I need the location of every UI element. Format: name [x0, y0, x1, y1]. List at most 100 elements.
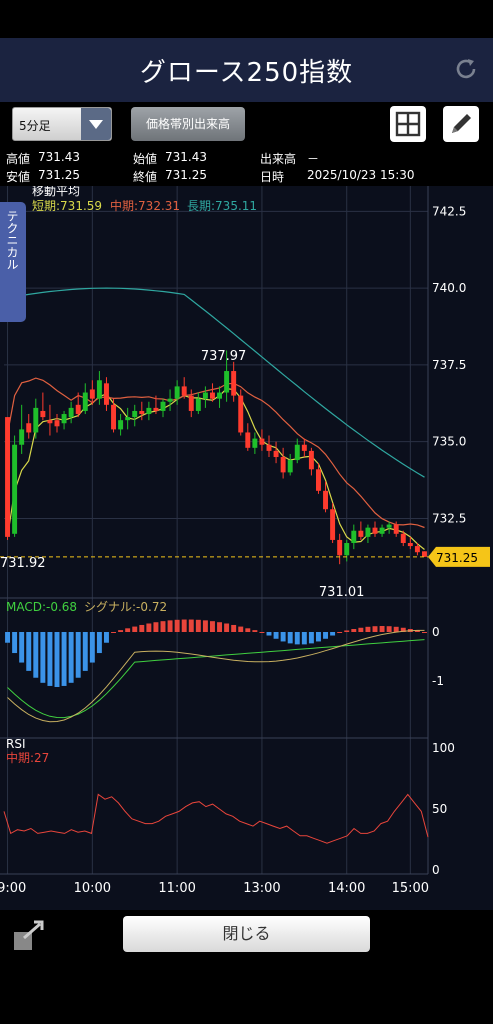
macd-histogram-bar [294, 632, 300, 645]
candle-body [224, 371, 230, 393]
bottom-bar: 閉じる [0, 910, 493, 1024]
candle-body [125, 417, 131, 421]
rsi-title: RSI [6, 737, 26, 751]
macd-line [7, 639, 425, 719]
candle-body [54, 420, 60, 427]
candle-body [379, 527, 385, 534]
x-tick-label: 13:00 [243, 881, 280, 896]
candle-body [68, 407, 74, 418]
macd-histogram-bar [252, 630, 258, 632]
candle-body [209, 392, 215, 399]
macd-histogram-bar [393, 626, 399, 632]
app-header: グロース250指数 [0, 38, 493, 102]
macd-histogram-bar [19, 632, 25, 663]
close-button[interactable]: 閉じる [123, 916, 370, 952]
macd-histogram-bar [372, 626, 378, 632]
candle-body [160, 401, 166, 411]
candle-body [344, 543, 350, 556]
status-bar [0, 0, 493, 38]
macd-histogram-bar [40, 632, 46, 683]
volume-label: 出来高 [260, 152, 297, 166]
macd-histogram-bar [61, 632, 67, 686]
candle-body [308, 450, 314, 470]
macd-histogram-bar [266, 632, 272, 636]
ma-legend-mid: 中期:732.31 [110, 198, 180, 213]
macd-histogram-bar [259, 632, 265, 633]
macd-histogram-bar [125, 628, 131, 632]
draw-button[interactable] [443, 106, 479, 142]
candle-body [33, 407, 39, 433]
macd-histogram-bar [224, 623, 230, 632]
macd-histogram-bar [54, 632, 60, 687]
close-value: 731.25 [165, 168, 207, 182]
macd-histogram-bar [351, 629, 357, 632]
grid-button[interactable] [390, 106, 426, 142]
mid-ma-line [6, 377, 425, 529]
macd-histogram-bar [337, 632, 343, 633]
macd-histogram-bar [146, 623, 152, 632]
candle-body [315, 469, 321, 491]
technical-tab-label: テクニカル [5, 210, 19, 270]
y-tick-label: 735.0 [432, 435, 466, 449]
volume-by-price-button[interactable]: 価格帯別出来高 [131, 107, 245, 141]
macd-histogram-bar [132, 626, 138, 632]
macd-histogram-bar [174, 619, 180, 632]
candle-body [153, 407, 159, 411]
macd-histogram-bar [181, 619, 187, 632]
candle-body [19, 429, 25, 445]
candle-body [5, 417, 11, 537]
candle-body [365, 527, 371, 537]
candle-body [132, 410, 138, 418]
candle-body [217, 392, 223, 399]
rsi-period: 中期:27 [6, 750, 49, 765]
y-tick-label: 737.5 [432, 358, 466, 372]
technical-tab[interactable]: テクニカル [0, 202, 26, 322]
macd-histogram-bar [96, 632, 102, 654]
ohlc-info: 高値 731.43 始値 731.43 出来高 － 安値 731.25 終値 7… [0, 148, 493, 186]
y-tick-label: 740.0 [432, 281, 466, 295]
rsi-tick-label: 50 [432, 802, 447, 816]
back-icon[interactable] [10, 918, 48, 954]
candle-body [294, 444, 300, 461]
y-tick-label: 742.5 [432, 204, 466, 218]
date-label: 日時 [260, 170, 285, 184]
candle-body [118, 420, 124, 430]
date-value: 2025/10/23 15:30 [307, 168, 415, 182]
candle-body [139, 410, 145, 415]
macd-histogram-bar [195, 619, 201, 632]
candle-body [393, 524, 399, 534]
candle-body [231, 371, 237, 396]
macd-histogram-bar [421, 632, 427, 633]
macd-histogram-bar [315, 632, 321, 642]
low-value: 731.25 [38, 168, 80, 182]
macd-histogram-bar [139, 624, 145, 632]
candle-body [407, 543, 413, 547]
candle-body [61, 414, 67, 424]
last-price-label: 731.25 [436, 551, 478, 565]
ma-legend-short: 短期:731.59 [32, 199, 102, 213]
timeframe-select[interactable]: 5分足 [12, 107, 112, 141]
candle-body [386, 524, 392, 528]
candle-body [337, 539, 343, 556]
timeframe-label: 5分足 [19, 119, 51, 133]
candle-body [351, 530, 357, 544]
x-tick-label: 09:00 [0, 881, 26, 896]
macd-histogram-bar [188, 619, 194, 632]
candle-body [167, 398, 173, 402]
candle-body [414, 546, 420, 553]
x-tick-label: 14:00 [328, 881, 365, 896]
macd-histogram-bar [400, 627, 406, 632]
macd-histogram-bar [82, 632, 88, 671]
pen-icon [452, 114, 471, 133]
candle-body [12, 444, 18, 534]
candle-body [195, 398, 201, 411]
macd-histogram-bar [273, 632, 279, 639]
candle-body [287, 460, 293, 473]
signal-line [7, 629, 425, 723]
refresh-icon[interactable] [453, 56, 479, 82]
macd-tick-label: -1 [432, 674, 444, 688]
candle-body [301, 444, 307, 451]
candle-body [372, 527, 378, 534]
price-chart[interactable]: 742.5 740.0 737.5 735.0 732.5 09:00 10:00 11:00… [0, 186, 493, 910]
macd-histogram-bar [330, 632, 336, 636]
